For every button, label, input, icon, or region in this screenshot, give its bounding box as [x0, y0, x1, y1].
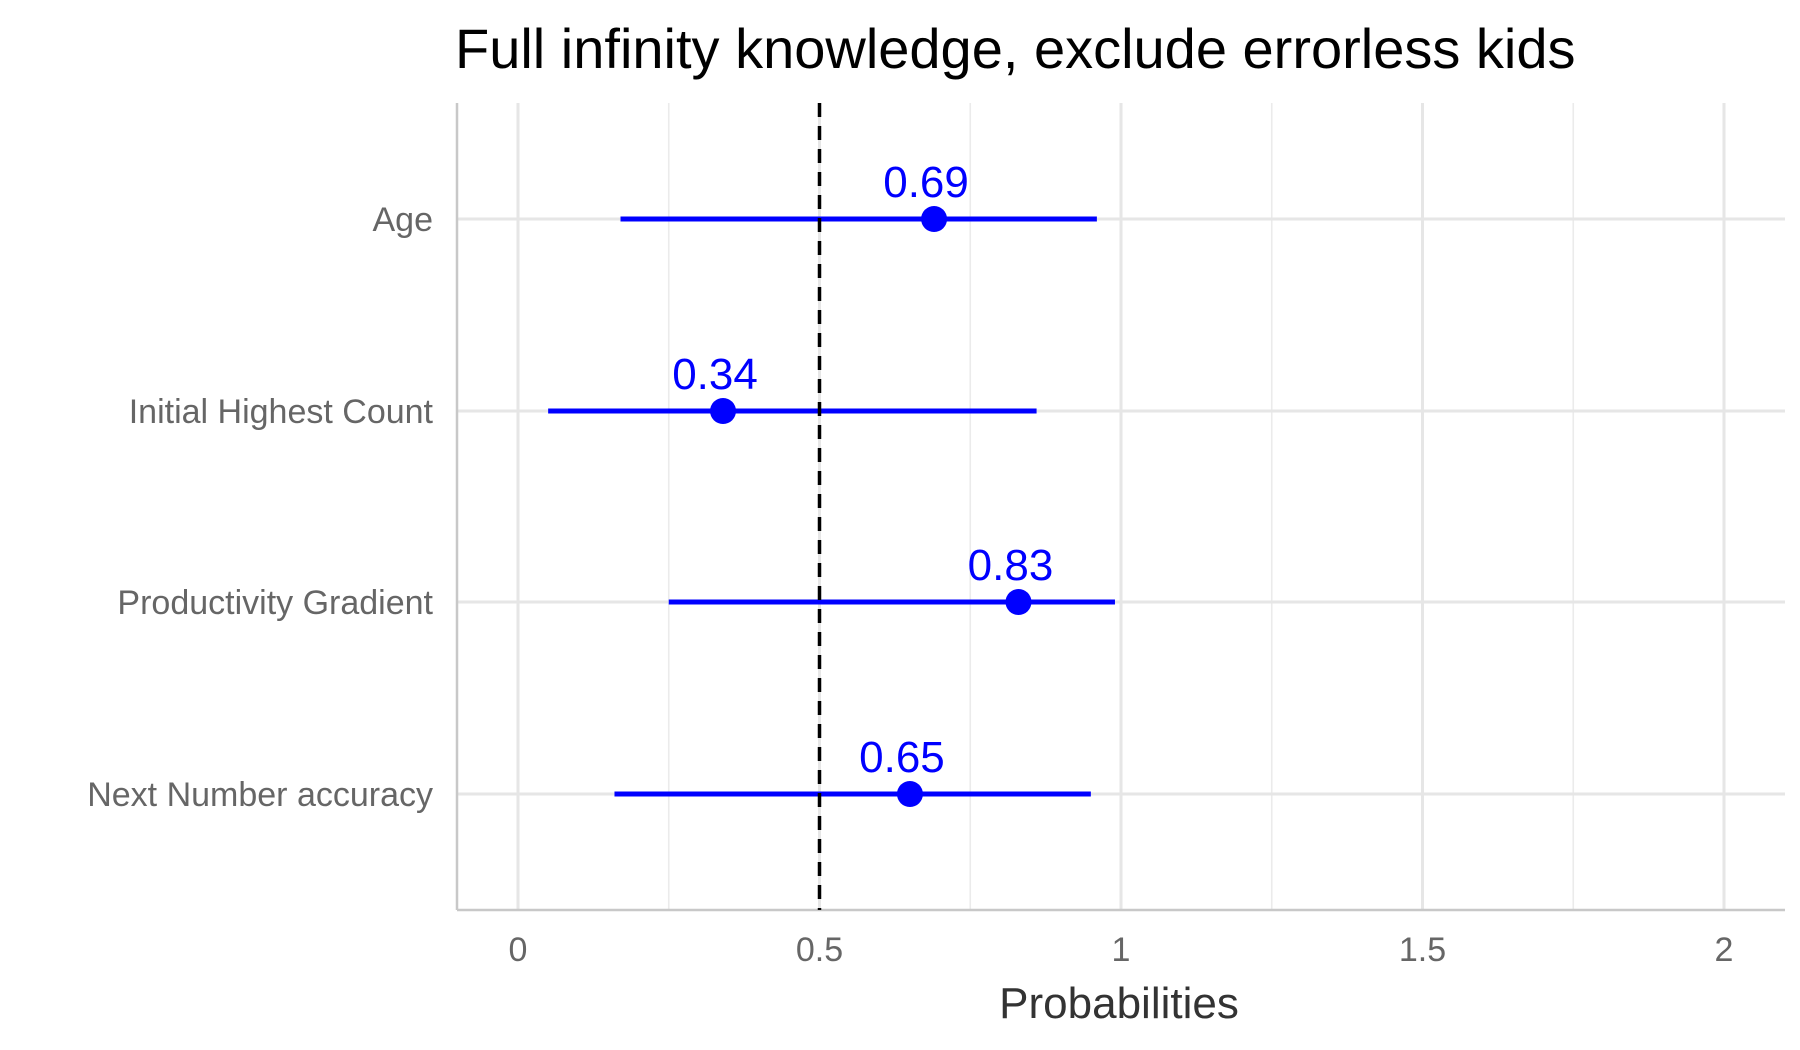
data-label: 0.34	[672, 350, 758, 399]
major-gridlines	[457, 103, 1785, 910]
chart-title: Full infinity knowledge, exclude errorle…	[455, 17, 1576, 80]
estimate-point	[921, 206, 948, 232]
x-tick-label: 0.5	[796, 931, 843, 969]
minor-gridlines	[667, 103, 1575, 910]
data-label: 0.69	[883, 158, 969, 207]
x-tick-label: 0	[509, 931, 528, 969]
y-tick-label: Next Number accuracy	[87, 776, 433, 814]
data-label: 0.83	[968, 541, 1054, 590]
y-tick-label: Initial Highest Count	[129, 393, 434, 431]
x-tick-label: 2	[1715, 931, 1734, 969]
y-tick-labels: Age Initial Highest Count Productivity Gra…	[87, 201, 433, 814]
estimate-point	[1005, 589, 1032, 615]
y-tick-label: Age	[373, 201, 434, 239]
axes	[455, 103, 1785, 912]
estimate-points	[710, 206, 1032, 807]
data-label: 0.65	[859, 733, 945, 782]
x-tick-label: 1	[1112, 931, 1131, 969]
data-labels: 0.69 0.34 0.83 0.65	[672, 158, 1053, 782]
x-tick-label: 1.5	[1399, 931, 1446, 969]
estimate-point	[710, 398, 737, 424]
y-tick-label: Productivity Gradient	[117, 584, 433, 622]
x-axis-label: Probabilities	[999, 979, 1239, 1028]
estimate-point	[896, 781, 923, 807]
confidence-intervals	[548, 216, 1115, 797]
x-tick-labels: 0 0.5 1 1.5 2	[509, 931, 1734, 969]
